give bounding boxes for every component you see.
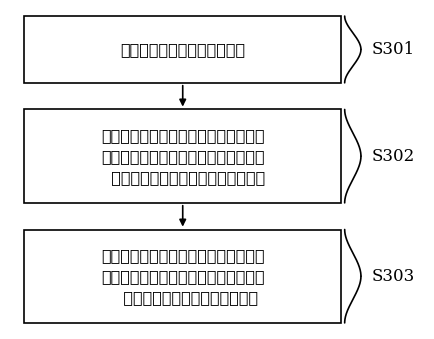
Text: S301: S301 xyxy=(372,41,415,58)
Bar xyxy=(24,230,341,323)
Text: S302: S302 xyxy=(372,148,415,165)
Bar xyxy=(24,16,341,83)
Text: 基站根据所述校准参数和所述终端设备
发送的上行导频信号确定校准因子，并
   根据所述校准因子进行天线校准: 基站根据所述校准参数和所述终端设备 发送的上行导频信号确定校准因子，并 根据所述… xyxy=(101,248,265,305)
Text: 基站向终端设备发送校准导频: 基站向终端设备发送校准导频 xyxy=(120,42,245,57)
Text: S303: S303 xyxy=(372,268,415,285)
Bar xyxy=(24,109,341,203)
Text: 基站接收终端设备返回的校准参数，校
准参数为终端设备根据校准导频所对应
  范围内的下行信道测量结果所确定的: 基站接收终端设备返回的校准参数，校 准参数为终端设备根据校准导频所对应 范围内的… xyxy=(101,128,265,185)
